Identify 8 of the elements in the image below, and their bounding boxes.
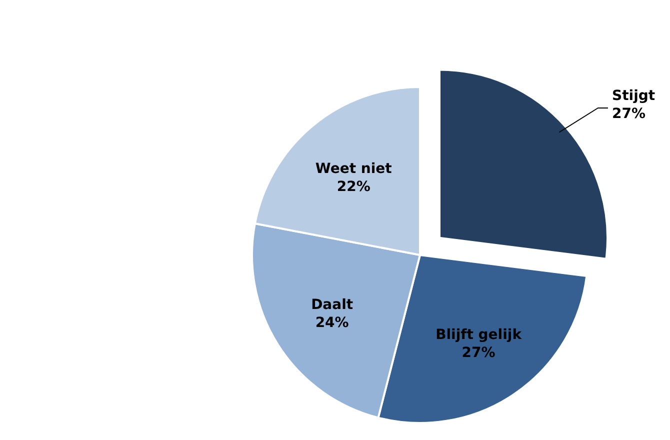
slice-label: Weet niet [315,160,392,177]
data-label: 22% [336,178,370,195]
data-label: 27% [612,106,646,122]
data-label: 24% [315,314,349,331]
slice-label: Daalt [311,296,354,313]
data-label: 27% [462,345,496,362]
slice-label: Stijgt [612,88,656,104]
slice-label: Blijft gelijk [436,327,522,344]
